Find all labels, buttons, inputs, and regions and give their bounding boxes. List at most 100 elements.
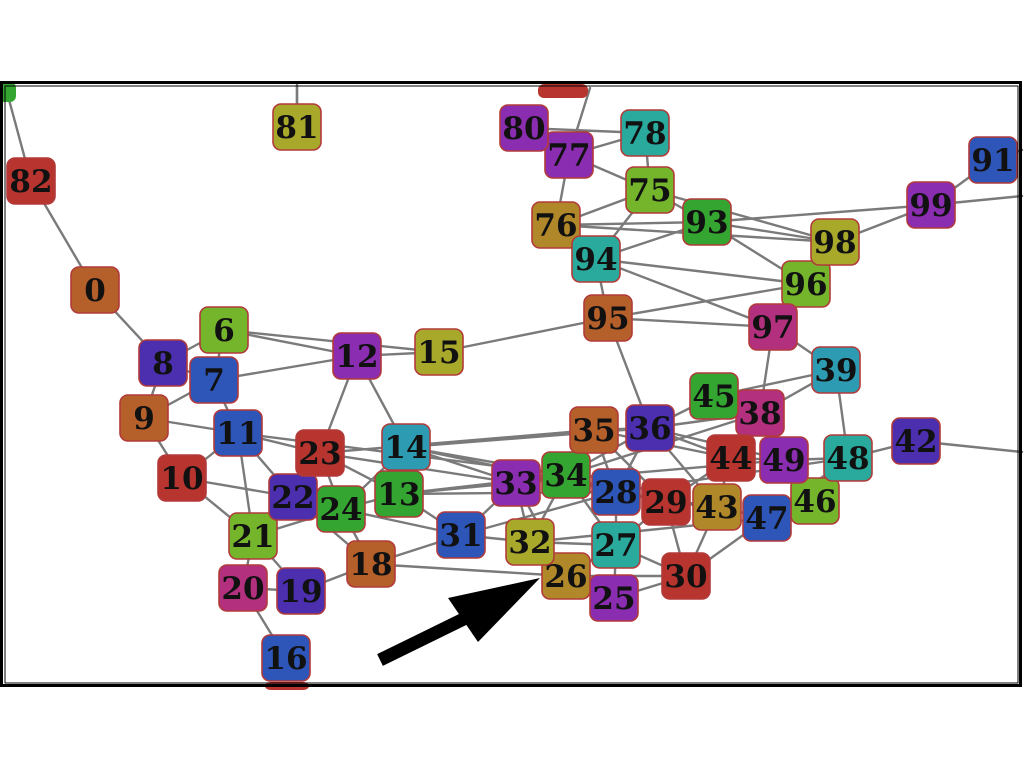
- node-38[interactable]: 38: [735, 389, 785, 437]
- node-box: [620, 109, 670, 157]
- node-21[interactable]: 21: [228, 512, 278, 560]
- node-20[interactable]: 20: [218, 564, 268, 612]
- node-47[interactable]: 47: [742, 494, 792, 542]
- node-80[interactable]: 80: [499, 104, 549, 152]
- node-label: 43: [695, 490, 738, 526]
- node-label: 96: [784, 267, 827, 303]
- node-box: [692, 483, 742, 531]
- node-30[interactable]: 30: [661, 552, 711, 600]
- node-29[interactable]: 29: [641, 478, 691, 526]
- node-8[interactable]: 8: [138, 339, 188, 387]
- node-75[interactable]: 75: [625, 166, 675, 214]
- node-11[interactable]: 11: [213, 409, 263, 457]
- node-box: [436, 511, 486, 559]
- node-76[interactable]: 76: [531, 201, 581, 249]
- viewport-frame-inner: [4, 85, 1019, 684]
- node-box: [346, 540, 396, 588]
- node-23[interactable]: 23: [295, 429, 345, 477]
- node-label: 31: [439, 518, 482, 554]
- node-49[interactable]: 49: [759, 436, 809, 484]
- node-31[interactable]: 31: [436, 511, 486, 559]
- node-82[interactable]: 82: [6, 157, 56, 205]
- node-13[interactable]: 13: [374, 470, 424, 518]
- node-46[interactable]: 46: [790, 477, 840, 525]
- node-93[interactable]: 93: [682, 198, 732, 246]
- node-label: 23: [298, 436, 341, 472]
- node-label: 10: [160, 461, 203, 497]
- node-36[interactable]: 36: [625, 404, 675, 452]
- node-42[interactable]: 42: [891, 417, 941, 465]
- node-box: [781, 260, 831, 308]
- node-98[interactable]: 98: [810, 218, 860, 266]
- node-label: 44: [709, 441, 752, 477]
- edge-94-97: [594, 257, 775, 329]
- node-box: [157, 454, 207, 502]
- node-19[interactable]: 19: [276, 567, 326, 615]
- node-26[interactable]: 26: [541, 552, 591, 600]
- node-94[interactable]: 94: [571, 235, 621, 283]
- node-label: 33: [494, 466, 537, 502]
- node-label: 91: [971, 143, 1014, 179]
- node-34[interactable]: 34: [541, 451, 591, 499]
- node-label: 48: [826, 441, 869, 477]
- node-box: [381, 423, 431, 471]
- node-18[interactable]: 18: [346, 540, 396, 588]
- edge-6-15: [222, 328, 441, 354]
- node-99[interactable]: 99: [906, 181, 956, 229]
- node-box: [541, 451, 591, 499]
- node-10[interactable]: 10: [157, 454, 207, 502]
- node-97[interactable]: 97: [748, 303, 798, 351]
- node-28[interactable]: 28: [591, 468, 641, 516]
- node-48[interactable]: 48: [823, 434, 873, 482]
- node-label: 8: [152, 346, 174, 382]
- node-label: 82: [9, 164, 52, 200]
- node-6[interactable]: 6: [199, 306, 249, 354]
- node-45[interactable]: 45: [689, 372, 739, 420]
- node-27[interactable]: 27: [591, 521, 641, 569]
- node-box: [414, 328, 464, 376]
- node-label: 15: [417, 335, 460, 371]
- node-16[interactable]: 16: [261, 634, 311, 682]
- node-box: [531, 201, 581, 249]
- node-box: [661, 552, 711, 600]
- node-label: 95: [586, 301, 629, 337]
- node-7[interactable]: 7: [189, 356, 239, 404]
- node-33[interactable]: 33: [491, 459, 541, 507]
- node-box: [569, 406, 619, 454]
- node-0[interactable]: 0: [70, 266, 120, 314]
- node-24[interactable]: 24: [316, 485, 366, 533]
- node-12[interactable]: 12: [332, 332, 382, 380]
- node-label: 78: [623, 116, 666, 152]
- node-91[interactable]: 91: [968, 136, 1018, 184]
- node-22[interactable]: 22: [268, 473, 318, 521]
- edge-15-95: [437, 316, 610, 354]
- node-box: [748, 303, 798, 351]
- node-78[interactable]: 78: [620, 109, 670, 157]
- node-box: [689, 372, 739, 420]
- node-25[interactable]: 25: [589, 574, 639, 622]
- node-label: 36: [628, 411, 671, 447]
- node-44[interactable]: 44: [706, 434, 756, 482]
- node-label: 11: [216, 416, 259, 452]
- node-96[interactable]: 96: [781, 260, 831, 308]
- node-14[interactable]: 14: [381, 423, 431, 471]
- offscreen-node-top-left: [0, 82, 16, 102]
- node-label: 29: [644, 485, 687, 521]
- node-77[interactable]: 77: [544, 131, 594, 179]
- node-label: 77: [547, 138, 590, 174]
- node-label: 76: [534, 208, 577, 244]
- node-box: [823, 434, 873, 482]
- node-81[interactable]: 81: [272, 103, 322, 151]
- node-95[interactable]: 95: [583, 294, 633, 342]
- node-32[interactable]: 32: [505, 518, 555, 566]
- node-15[interactable]: 15: [414, 328, 464, 376]
- node-9[interactable]: 9: [119, 394, 169, 442]
- node-label: 24: [319, 492, 362, 528]
- node-43[interactable]: 43: [692, 483, 742, 531]
- node-39[interactable]: 39: [811, 346, 861, 394]
- node-box: [591, 521, 641, 569]
- node-35[interactable]: 35: [569, 406, 619, 454]
- node-label: 46: [793, 484, 836, 520]
- edge-31-28: [459, 490, 618, 537]
